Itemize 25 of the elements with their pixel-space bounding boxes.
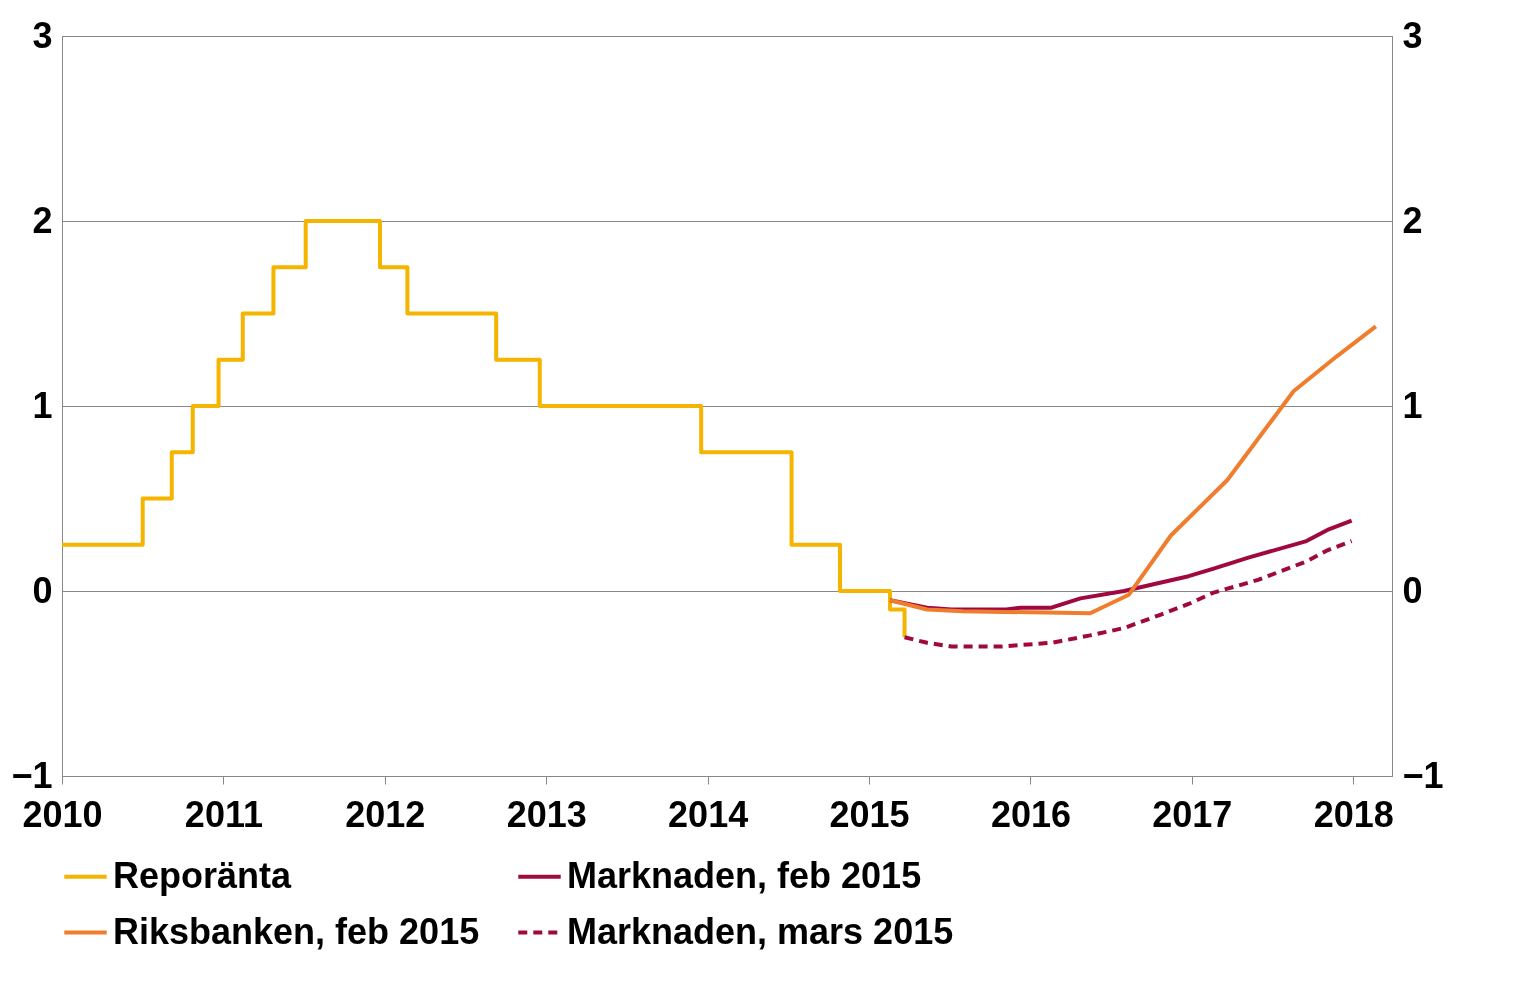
y2-tick-label: −1: [1402, 754, 1444, 796]
x-tick-label: 2017: [1152, 793, 1233, 835]
x-tick-label: 2018: [1313, 793, 1394, 835]
y2-tick-label: 1: [1402, 384, 1423, 426]
y-tick-label: −1: [11, 754, 53, 796]
y-tick-label: 0: [32, 569, 53, 611]
y-tick-label: 1: [32, 384, 53, 426]
y2-tick-label: 0: [1402, 569, 1423, 611]
line-series: [902, 539, 1354, 649]
legend-label: Marknaden, mars 2015: [567, 910, 954, 952]
legend-label: Riksbanken, feb 2015: [113, 910, 480, 952]
legend-label: Marknaden, feb 2015: [567, 854, 922, 896]
y2-tick-label: 2: [1402, 199, 1423, 241]
line-series: [888, 324, 1378, 616]
x-tick-label: 2013: [506, 793, 587, 835]
x-tick-label: 2011: [184, 793, 263, 835]
y-tick-label: 2: [32, 199, 53, 241]
y2-tick-label: 3: [1402, 14, 1423, 56]
x-tick-label: 2010: [22, 793, 103, 835]
x-tick-label: 2015: [829, 793, 910, 835]
y-tick-label: 3: [32, 14, 53, 56]
x-tick-label: 2016: [990, 793, 1071, 835]
legend-label: Reporänta: [113, 854, 293, 896]
x-tick-label: 2012: [345, 793, 426, 835]
x-tick-label: 2014: [668, 793, 749, 835]
